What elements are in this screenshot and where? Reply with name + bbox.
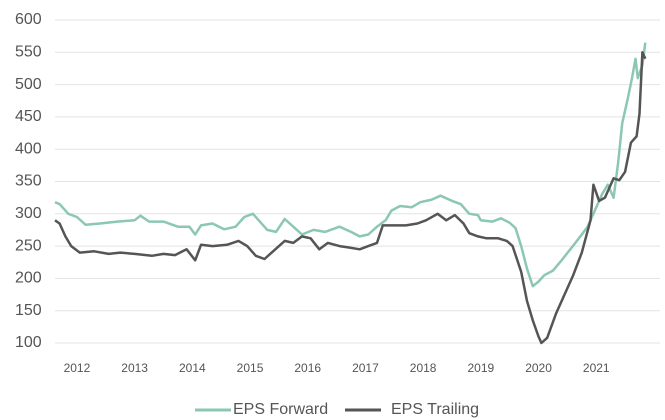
legend-label: EPS Trailing — [391, 401, 479, 418]
legend-label: EPS Forward — [233, 401, 328, 418]
y-tick-label: 400 — [15, 140, 42, 157]
y-tick-label: 350 — [15, 173, 42, 190]
y-tick-label: 500 — [15, 76, 42, 93]
y-tick-label: 100 — [15, 334, 42, 351]
x-tick-label: 2020 — [525, 361, 552, 375]
y-tick-label: 600 — [15, 11, 42, 28]
y-tick-label: 450 — [15, 108, 42, 125]
x-tick-label: 2014 — [179, 361, 206, 375]
x-tick-label: 2012 — [64, 361, 91, 375]
x-tick-label: 2013 — [121, 361, 148, 375]
series-line — [54, 51, 647, 345]
y-tick-label: 150 — [15, 302, 42, 319]
x-tick-label: 2018 — [410, 361, 437, 375]
y-tick-label: 300 — [15, 205, 42, 222]
y-tick-label: 250 — [15, 237, 42, 254]
y-tick-label: 550 — [15, 44, 42, 61]
x-tick-label: 2015 — [237, 361, 264, 375]
x-tick-label: 2019 — [467, 361, 494, 375]
x-tick-label: 2021 — [583, 361, 610, 375]
x-tick-label: 2016 — [294, 361, 321, 375]
y-tick-label: 200 — [15, 270, 42, 287]
series-line — [54, 42, 647, 288]
x-tick-label: 2017 — [352, 361, 379, 375]
